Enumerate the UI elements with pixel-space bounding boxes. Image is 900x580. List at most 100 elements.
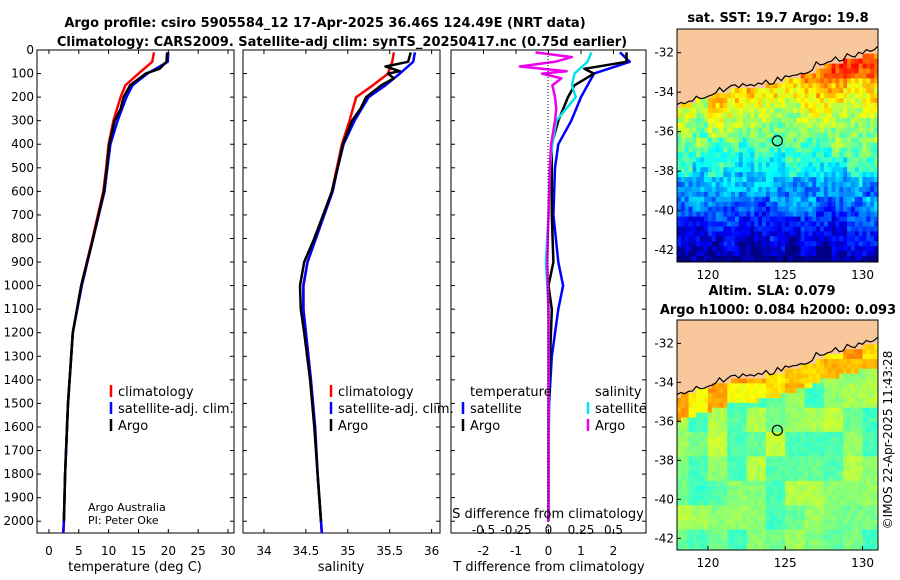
map-cell: [823, 524, 829, 531]
map-cell: [847, 122, 852, 129]
map-cell: [715, 402, 721, 409]
map-cell: [777, 187, 782, 193]
map-cell: [758, 378, 763, 384]
map-cell: [684, 505, 690, 511]
map-cell: [835, 539, 840, 545]
map-cell: [793, 117, 798, 124]
map-cell: [700, 73, 705, 79]
map-cell: [781, 334, 786, 341]
map-cell: [796, 246, 802, 252]
map-cell: [831, 393, 837, 399]
map-cell: [742, 216, 748, 223]
map-cell: [816, 182, 821, 188]
map-cell: [680, 157, 686, 163]
map-cell: [827, 461, 833, 467]
map-cell: [684, 441, 690, 448]
map-cell: [812, 93, 817, 99]
map-cell: [750, 329, 755, 336]
map-cell: [820, 402, 825, 409]
map-cell: [727, 329, 732, 336]
map-cell: [738, 500, 744, 506]
map-cell: [704, 354, 709, 360]
map-cell: [735, 422, 740, 428]
map-cell: [793, 177, 798, 183]
map-cell: [866, 117, 871, 124]
map-cell: [769, 383, 775, 389]
map-cell: [692, 132, 697, 139]
map-cell: [735, 196, 740, 203]
map-cell: [812, 103, 817, 109]
map-cell: [742, 83, 748, 89]
map-cell: [785, 412, 790, 419]
map-cell: [765, 354, 771, 360]
map-cell: [816, 349, 821, 355]
map-cell: [777, 211, 782, 218]
map-cell: [769, 132, 775, 139]
map-cell: [812, 436, 817, 443]
map-cell: [680, 93, 686, 99]
map-cell: [796, 519, 802, 526]
map-cell: [680, 251, 686, 257]
map-cell: [820, 456, 825, 462]
map-cell: [862, 33, 867, 40]
map-cell: [742, 329, 748, 336]
map-cell: [696, 38, 701, 45]
map-cell: [738, 216, 744, 223]
map-cell: [723, 383, 728, 389]
map-cell: [762, 29, 767, 35]
map-cell: [684, 142, 690, 148]
map-cell: [711, 339, 717, 345]
map-cell: [731, 216, 736, 223]
map-cell: [831, 93, 837, 99]
map-cell: [777, 383, 782, 389]
map-cell: [735, 157, 740, 163]
map-cell: [854, 127, 860, 134]
map-cell: [762, 500, 767, 506]
map-cell: [808, 122, 813, 129]
map-cell: [823, 519, 829, 526]
map-cell: [820, 142, 825, 148]
map-cell: [843, 451, 848, 458]
map-cell: [762, 122, 767, 129]
map-cell: [874, 162, 878, 168]
map-cell: [816, 127, 821, 134]
map-cell: [800, 236, 806, 242]
map-cell: [847, 137, 852, 144]
map-cell: [735, 412, 740, 419]
map-cell: [731, 490, 736, 497]
map-cell: [754, 226, 759, 232]
map-cell: [854, 251, 860, 257]
map-cell: [688, 142, 694, 148]
map-cell: [692, 157, 697, 163]
map-cell: [704, 172, 709, 178]
map-cell: [758, 182, 763, 188]
map-cell: [781, 432, 786, 438]
map-cell: [773, 441, 779, 448]
map-cell: [723, 256, 728, 262]
map-cell: [680, 320, 686, 326]
map-cell: [758, 117, 763, 124]
map-cell: [816, 68, 821, 74]
map-cell: [727, 359, 732, 365]
map-cell: [742, 201, 748, 208]
map-cell: [746, 373, 752, 380]
map-cell: [800, 43, 806, 50]
map-cell: [847, 427, 852, 433]
map-cell: [823, 108, 829, 114]
map-cell: [750, 167, 755, 173]
map-cell: [707, 480, 713, 487]
map-cell: [750, 63, 755, 70]
map-cell: [773, 211, 779, 218]
map-cell: [700, 398, 705, 404]
sst-map-axes: 120 125 130-32-34-36-38-40-42: [654, 46, 874, 282]
map-cell: [765, 363, 771, 370]
map-cell: [684, 529, 690, 535]
map-cell: [700, 216, 705, 223]
map-cell: [742, 495, 748, 501]
map-cell: [735, 485, 740, 492]
map-cell: [723, 187, 728, 193]
map-cell: [847, 226, 852, 232]
map-cell: [773, 427, 779, 433]
map-cell: [719, 63, 724, 70]
map-cell: [858, 117, 864, 124]
